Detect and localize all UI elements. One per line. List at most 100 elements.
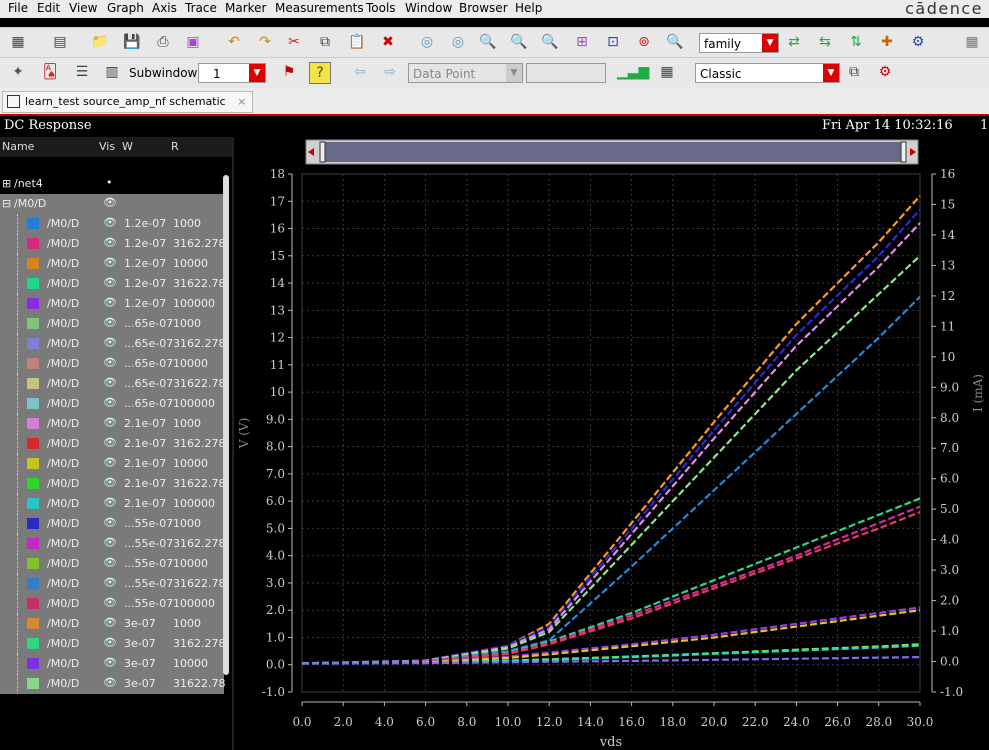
header-r[interactable]: R	[171, 140, 179, 153]
signal-row[interactable]: /M0/D 👁 ...55e-07 3162.278	[0, 534, 226, 554]
visibility-dot-icon[interactable]: •	[106, 176, 113, 189]
cut-icon[interactable]: ✂	[288, 34, 300, 50]
layout-rows-icon[interactable]: ☰	[75, 64, 89, 80]
eye-icon[interactable]: 👁	[103, 576, 117, 589]
menu-browser[interactable]: Browser	[459, 1, 508, 15]
cards-icon[interactable]: 🂡	[42, 64, 58, 80]
eye-icon[interactable]: 👁	[103, 196, 117, 209]
family-select[interactable]: family ▼	[699, 33, 779, 53]
menu-graph[interactable]: Graph	[107, 1, 144, 15]
undo-icon[interactable]: ↶	[228, 34, 240, 50]
eye-icon[interactable]: 👁	[103, 476, 117, 489]
zoom-box-icon[interactable]: ⊞	[576, 34, 588, 50]
eye-icon[interactable]: 👁	[103, 516, 117, 529]
grid-icon[interactable]: ▦	[965, 34, 979, 50]
eye-icon[interactable]: 👁	[103, 276, 117, 289]
header-w[interactable]: W	[122, 140, 133, 153]
menu-view[interactable]: View	[69, 1, 98, 15]
eye-icon[interactable]: 👁	[103, 296, 117, 309]
eye-icon[interactable]: 👁	[103, 656, 117, 669]
signal-row[interactable]: /M0/D 👁 3e-07 3162.278	[0, 634, 226, 654]
tools-icon[interactable]: ⚙	[911, 34, 925, 50]
signal-row[interactable]: /M0/D 👁 1.2e-07 31622.78	[0, 274, 226, 294]
eye-icon[interactable]: 👁	[103, 376, 117, 389]
paste-icon[interactable]: 📋	[348, 34, 366, 50]
print-icon[interactable]: ⎙	[157, 34, 169, 50]
menu-marker[interactable]: Marker	[225, 1, 267, 15]
menu-help[interactable]: Help	[515, 1, 543, 15]
eye-icon[interactable]: 👁	[103, 496, 117, 509]
eye-icon[interactable]: 👁	[103, 396, 117, 409]
menu-file[interactable]: File	[8, 1, 29, 15]
eye-icon[interactable]: 👁	[103, 676, 117, 689]
eye-icon[interactable]: 👁	[103, 616, 117, 629]
eye-icon[interactable]: 👁	[103, 636, 117, 649]
zoom-y-icon[interactable]: 🔍	[541, 34, 559, 50]
signal-row[interactable]: /M0/D 👁 2.1e-07 10000	[0, 454, 224, 474]
window-icon[interactable]: ⧉	[849, 64, 859, 80]
style-select[interactable]: Classic ▼	[695, 63, 840, 83]
add-icon[interactable]: ✚	[881, 34, 893, 50]
signal-row[interactable]: /M0/D 👁 3e-07 10000	[0, 654, 224, 674]
print-preview-icon[interactable]: ▣	[186, 34, 200, 50]
eye-icon[interactable]: 👁	[103, 536, 117, 549]
eye-icon[interactable]: 👁	[103, 416, 117, 429]
stack-icon[interactable]: ⇄	[788, 34, 800, 50]
new-subwindow-icon[interactable]: ▤	[53, 34, 67, 50]
split-icon[interactable]: ⇅	[850, 34, 862, 50]
zoom-fit-icon[interactable]: ◎	[420, 34, 434, 50]
eye-icon[interactable]: 👁	[103, 596, 117, 609]
subwindows-select[interactable]: 1 ▼	[198, 63, 266, 83]
signal-row[interactable]: /M0/D 👁 2.1e-07 1000	[0, 414, 224, 434]
signal-row[interactable]: /M0/D 👁 ...65e-07 10000	[0, 354, 224, 374]
signal-row[interactable]: /M0/D 👁 ...65e-07 100000	[0, 394, 224, 414]
signal-row[interactable]: /M0/D 👁 1.2e-07 1000	[0, 214, 224, 234]
eye-icon[interactable]: 👁	[103, 456, 117, 469]
menu-tools[interactable]: Tools	[366, 1, 396, 15]
open-folder-icon[interactable]: 📁	[91, 34, 109, 50]
layout-cols-icon[interactable]: ▥	[105, 64, 119, 80]
signal-row[interactable]: /M0/D 👁 ...55e-07 100000	[0, 594, 224, 614]
signal-row[interactable]: /M0/D 👁 ...55e-07 10000	[0, 554, 224, 574]
signal-row[interactable]: /M0/D 👁 ...65e-07 1000	[0, 314, 224, 334]
zoom-x-icon[interactable]: 🔍	[510, 34, 528, 50]
signal-row[interactable]: /M0/D 👁 2.1e-07 3162.278	[0, 434, 226, 454]
eye-icon[interactable]: 👁	[103, 336, 117, 349]
signal-row[interactable]: /M0/D 👁 1.2e-07 10000	[0, 254, 224, 274]
pane-divider[interactable]	[232, 137, 234, 750]
zoom-select-icon[interactable]: ⊡	[607, 34, 619, 50]
zoom-wave-icon[interactable]: ⊚	[638, 34, 650, 50]
delete-icon[interactable]: ✖	[382, 34, 394, 50]
signal-row[interactable]: /M0/D 👁 2.1e-07 31622.78	[0, 474, 226, 494]
menu-window[interactable]: Window	[405, 1, 453, 15]
wand-icon[interactable]: ✦	[12, 64, 24, 80]
redo-icon[interactable]: ↷	[259, 34, 271, 50]
eye-icon[interactable]: 👁	[103, 356, 117, 369]
signal-row[interactable]: /M0/D 👁 ...65e-07 31622.78	[0, 374, 226, 394]
zoom-in-icon[interactable]: 🔍	[479, 34, 497, 50]
calculator-icon[interactable]: ▦	[660, 64, 674, 80]
signal-row[interactable]: /M0/D 👁 ...55e-07 1000	[0, 514, 224, 534]
signal-row[interactable]: /M0/D 👁 1.2e-07 100000	[0, 294, 224, 314]
signal-row[interactable]: /M0/D 👁 1.2e-07 3162.278	[0, 234, 226, 254]
new-window-icon[interactable]: ▦	[11, 34, 25, 50]
signal-row[interactable]: /M0/D 👁 3e-07 31622.78	[0, 674, 226, 694]
eye-icon[interactable]: 👁	[103, 556, 117, 569]
settings-icon[interactable]: ⚙	[878, 64, 892, 80]
zoom-reset-icon[interactable]: ◎	[451, 34, 465, 50]
signal-row[interactable]: /M0/D 👁 3e-07 1000	[0, 614, 224, 634]
expand-icon[interactable]: ⊞	[2, 177, 12, 190]
eye-icon[interactable]: 👁	[103, 236, 117, 249]
menu-trace[interactable]: Trace	[185, 1, 217, 15]
histogram-icon[interactable]: ▁▃▆	[617, 64, 650, 80]
collapse-icon[interactable]: ⊟	[2, 197, 12, 210]
menu-measurements[interactable]: Measurements	[275, 1, 364, 15]
eye-icon[interactable]: 👁	[103, 216, 117, 229]
signal-row[interactable]: /M0/D 👁 ...55e-07 31622.78	[0, 574, 226, 594]
browser-scrollbar[interactable]	[223, 175, 229, 675]
eye-icon[interactable]: 👁	[103, 256, 117, 269]
info-icon[interactable]: ?	[309, 62, 331, 84]
dc-response-plot[interactable]: -1.0 0.0 1.0 2.0 3.0 4.0 5.0 6.0 7.0 8.0 9.0 10 11 12…	[234, 137, 989, 750]
swap-icon[interactable]: ⇆	[819, 34, 831, 50]
flag-icon[interactable]: ⚑	[282, 64, 296, 80]
